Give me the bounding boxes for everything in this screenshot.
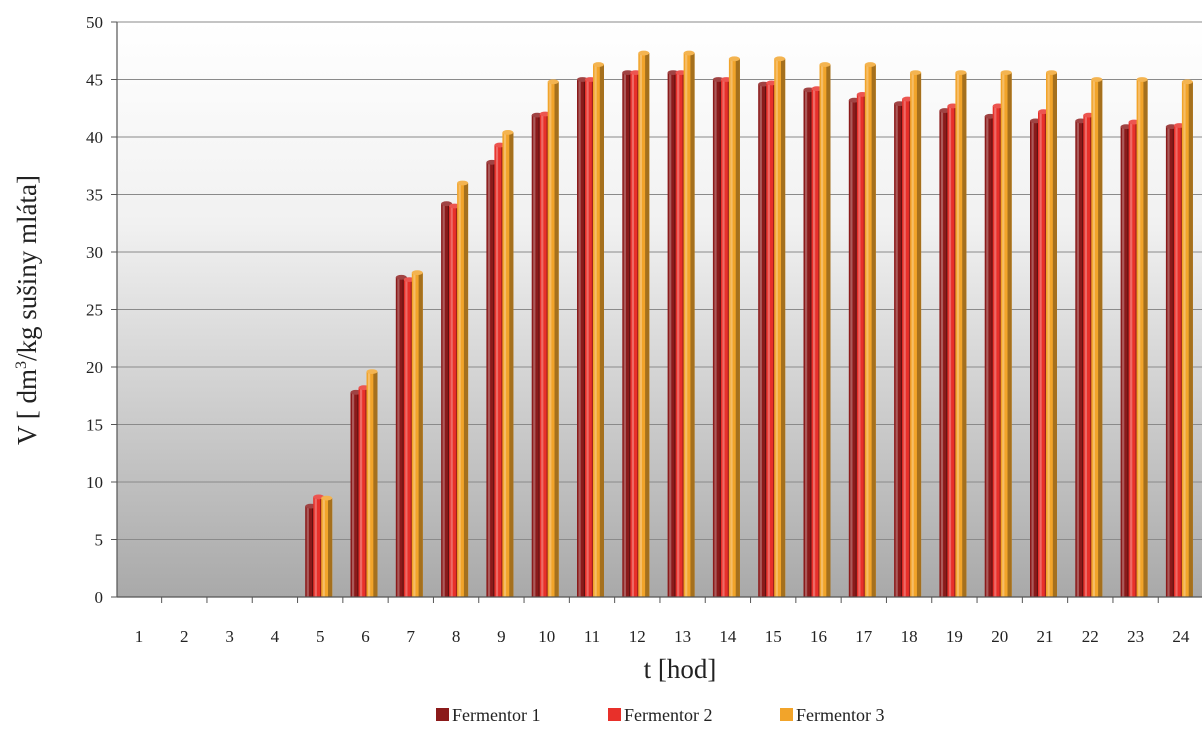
bar-fermentor-3-t8 — [457, 180, 469, 597]
bar-fermentor-3-t16 — [819, 62, 831, 598]
y-tick-labels: 0 5 10 15 20 25 30 35 40 45 50 — [86, 13, 117, 607]
y-tick-label: 25 — [86, 301, 103, 320]
x-tick-label: 13 — [674, 627, 691, 646]
x-tick-label: 22 — [1082, 627, 1099, 646]
bar-fermentor-3-t17 — [864, 62, 876, 598]
x-axis-title: t [hod] — [644, 654, 717, 684]
bar-fermentor-3-t14 — [728, 56, 740, 598]
y-tick-label: 5 — [95, 531, 104, 550]
x-tick-label: 7 — [407, 627, 416, 646]
y-axis-title-main: V [ dm — [12, 369, 42, 445]
bar-fermentor-3-t9 — [502, 130, 514, 597]
bar-fermentor-3-t10 — [547, 79, 559, 598]
x-tick-label: 24 — [1172, 627, 1190, 646]
bar-fermentor-3-t7 — [411, 270, 423, 597]
gridlines — [117, 21, 1202, 540]
legend-label: Fermentor 3 — [796, 705, 884, 725]
x-tick-label: 14 — [719, 627, 737, 646]
x-tick-label: 17 — [855, 627, 873, 646]
legend-item: Fermentor 1 — [436, 705, 540, 725]
bar-fermentor-3-t19 — [955, 70, 967, 598]
bar-fermentor-3-t12 — [638, 50, 650, 598]
legend-item: Fermentor 2 — [608, 705, 712, 725]
x-tick-label: 18 — [901, 627, 918, 646]
bar-fermentor-3-t21 — [1046, 70, 1057, 598]
y-tick-label: 45 — [86, 71, 103, 90]
y-axis-title-rest: /kg sušiny mláta] — [12, 175, 42, 361]
legend-swatch — [608, 708, 621, 721]
x-tick-label: 1 — [135, 627, 144, 646]
bar-fermentor-3-t23 — [1136, 77, 1148, 597]
bar-fermentor-3-t13 — [683, 50, 695, 598]
x-tick-label: 11 — [584, 627, 600, 646]
legend-label: Fermentor 1 — [452, 705, 540, 725]
bar-fermentor-3-t6 — [366, 369, 378, 597]
x-tick-label: 19 — [946, 627, 963, 646]
legend: Fermentor 1 Fermentor 2 Fermentor 3 — [436, 705, 884, 725]
y-tick-label: 20 — [86, 358, 103, 377]
x-tick-label: 2 — [180, 627, 189, 646]
x-tick-label: 16 — [810, 627, 827, 646]
x-tick-label: 9 — [497, 627, 506, 646]
x-tick-label: 12 — [629, 627, 646, 646]
bar-fermentor-3-t5 — [321, 495, 333, 597]
legend-item: Fermentor 3 — [780, 705, 884, 725]
x-tick-label: 8 — [452, 627, 461, 646]
bar-fermentor-3-t24 — [1181, 79, 1193, 598]
x-tick-label: 6 — [361, 627, 370, 646]
x-tick-label: 21 — [1037, 627, 1054, 646]
x-tick-label: 10 — [538, 627, 555, 646]
x-tick-label: 4 — [271, 627, 280, 646]
y-tick-label: 40 — [86, 128, 103, 147]
x-tick-label: 20 — [991, 627, 1008, 646]
legend-label: Fermentor 2 — [624, 705, 712, 725]
legend-swatch — [436, 708, 449, 721]
x-tick-label: 5 — [316, 627, 325, 646]
x-tick-label: 15 — [765, 627, 782, 646]
x-tick-labels: 1 2 3 4 5 6 7 8 9 10 11 12 13 14 15 16 17 18 19 20 21 22 23 24 — [135, 597, 1190, 646]
y-tick-label: 35 — [86, 186, 103, 205]
y-axis-title: V [ dm3/kg sušiny mláta] — [12, 175, 42, 445]
y-tick-label: 30 — [86, 243, 103, 262]
bar-fermentor-3-t15 — [774, 56, 786, 598]
bar-fermentor-3-t22 — [1091, 77, 1103, 597]
bar-fermentor-3-t11 — [593, 62, 604, 598]
x-tick-label: 23 — [1127, 627, 1144, 646]
x-tick-label: 3 — [225, 627, 234, 646]
y-tick-label: 15 — [86, 416, 103, 435]
y-tick-label: 50 — [86, 13, 103, 32]
bars — [305, 50, 1193, 598]
bar-fermentor-3-t18 — [910, 70, 922, 598]
y-tick-label: 10 — [86, 473, 103, 492]
y-tick-label: 0 — [95, 588, 104, 607]
bar-fermentor-3-t20 — [1000, 70, 1012, 598]
y-axis-title-superscript: 3 — [13, 361, 30, 369]
legend-swatch — [780, 708, 793, 721]
